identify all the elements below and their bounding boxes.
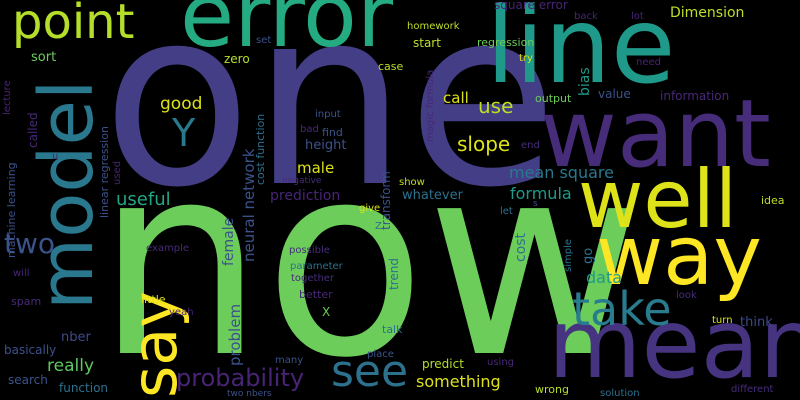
cloud-word: talk <box>382 323 403 336</box>
cloud-word: trend <box>387 258 401 290</box>
cloud-word: height <box>305 138 347 153</box>
cloud-word: think <box>740 315 773 330</box>
cloud-word: place <box>367 349 394 360</box>
cloud-word: call <box>443 89 469 107</box>
cloud-word: nber <box>61 330 91 345</box>
cloud-word: little <box>141 293 166 306</box>
cloud-word: line <box>486 0 676 107</box>
cloud-word: different <box>731 384 774 395</box>
cloud-word: go <box>581 247 596 264</box>
cloud-word: start <box>413 36 441 50</box>
cloud-word: two <box>4 227 56 260</box>
cloud-word: slope <box>457 132 511 156</box>
cloud-word: model <box>24 79 110 310</box>
cloud-word: back <box>574 11 598 22</box>
cloud-word: cost function <box>254 113 267 185</box>
cloud-word: machine learning <box>5 162 18 258</box>
cloud-word: mean square <box>509 163 614 182</box>
cloud-word: linear regression <box>98 126 111 218</box>
cloud-word: good <box>160 94 203 114</box>
cloud-word: solution <box>600 388 640 399</box>
cloud-word: way <box>596 209 762 304</box>
cloud-word: called <box>26 112 40 148</box>
cloud-word: information <box>660 89 730 103</box>
cloud-word: two nbers <box>227 389 272 399</box>
cloud-word: used <box>112 160 123 185</box>
cloud-word: simple <box>563 238 574 272</box>
cloud-word: wrong <box>535 383 569 396</box>
cloud-word: predict <box>422 357 464 371</box>
cloud-word: something <box>416 372 501 391</box>
cloud-word: set <box>256 35 272 46</box>
cloud-word: square error <box>494 0 568 12</box>
cloud-word: give <box>359 203 381 214</box>
cloud-word: case <box>378 60 404 73</box>
cloud-word: zero <box>224 52 250 66</box>
cloud-word: search <box>8 373 48 387</box>
cloud-word: input <box>315 109 341 120</box>
cloud-word: error <box>180 0 394 67</box>
cloud-word: together <box>291 273 335 284</box>
cloud-word: see <box>331 346 409 397</box>
cloud-word: try <box>519 53 533 64</box>
cloud-word: many <box>275 355 304 366</box>
cloud-word: yeah <box>169 307 194 318</box>
cloud-word: bad <box>300 124 319 135</box>
cloud-word: bias <box>577 67 593 96</box>
cloud-word: idea <box>761 194 785 207</box>
cloud-word: s <box>533 199 538 209</box>
cloud-word: parameter <box>290 261 343 272</box>
cloud-word: magic formula <box>425 69 436 142</box>
cloud-word: better <box>299 288 333 301</box>
cloud-word: example <box>146 243 190 254</box>
cloud-word: let <box>500 206 513 217</box>
cloud-word: Z <box>375 221 382 232</box>
cloud-word: end <box>521 140 540 151</box>
cloud-word: cost <box>513 232 529 262</box>
cloud-word: negative <box>282 176 322 186</box>
cloud-word: probability <box>176 364 305 392</box>
cloud-word: u <box>52 151 59 162</box>
cloud-word: basically <box>4 343 57 357</box>
cloud-word: useful <box>116 189 171 210</box>
cloud-word: one <box>102 0 558 241</box>
cloud-word: spam <box>11 295 42 308</box>
cloud-word: will <box>13 268 30 279</box>
cloud-word: whatever <box>402 188 463 203</box>
cloud-word: data <box>586 268 623 287</box>
cloud-word: mean <box>548 288 800 400</box>
cloud-word: prediction <box>270 188 341 204</box>
cloud-word: really <box>47 356 94 376</box>
cloud-word: formula <box>510 184 572 203</box>
cloud-word: output <box>535 92 572 105</box>
cloud-word: using <box>487 357 515 368</box>
cloud-word: use <box>478 94 514 118</box>
cloud-word: point <box>12 0 135 50</box>
cloud-word: show <box>399 177 425 188</box>
cloud-word: Dimension <box>670 5 745 21</box>
cloud-word: X <box>322 305 331 319</box>
cloud-word: lot <box>631 11 644 22</box>
cloud-word: find <box>322 126 343 139</box>
cloud-word: Y <box>172 111 196 155</box>
cloud-word: sort <box>31 50 57 65</box>
cloud-word: want <box>540 80 771 189</box>
cloud-word: value <box>598 87 631 101</box>
cloud-word: lecture <box>2 80 13 115</box>
cloud-word: problem <box>226 303 244 366</box>
cloud-word: look <box>676 290 697 301</box>
cloud-word: now <box>96 108 643 400</box>
cloud-word: male <box>297 159 335 177</box>
cloud-word: possible <box>289 245 330 256</box>
cloud-word: well <box>578 153 738 246</box>
cloud-word: homework <box>407 21 460 32</box>
cloud-word: need <box>636 57 661 68</box>
cloud-word: regression <box>477 36 535 49</box>
cloud-word: take <box>572 282 672 336</box>
cloud-word: female <box>221 217 237 266</box>
cloud-word: turn <box>712 315 733 326</box>
cloud-word: function <box>59 381 109 395</box>
